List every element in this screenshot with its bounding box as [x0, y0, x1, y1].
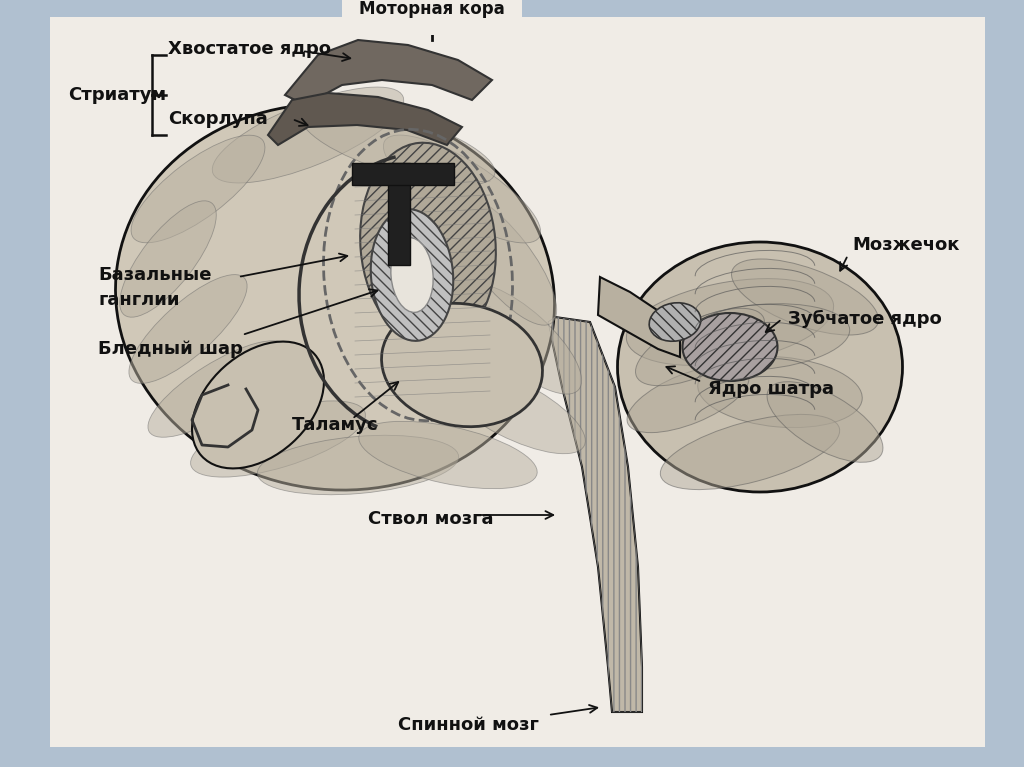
Ellipse shape [371, 209, 454, 341]
Ellipse shape [731, 259, 879, 335]
Polygon shape [285, 40, 492, 105]
Text: Бледный шар: Бледный шар [98, 340, 243, 358]
Bar [388, 163, 410, 265]
Text: Скорлупа: Скорлупа [168, 110, 267, 128]
Ellipse shape [697, 357, 862, 427]
Ellipse shape [617, 242, 902, 492]
Ellipse shape [190, 401, 366, 477]
Text: Моторная кора: Моторная кора [359, 0, 505, 18]
Text: Базальные: Базальные [98, 266, 212, 284]
Ellipse shape [147, 341, 288, 437]
Ellipse shape [447, 193, 557, 325]
Ellipse shape [391, 238, 433, 312]
Ellipse shape [193, 341, 324, 469]
Polygon shape [548, 317, 642, 712]
Text: Ядро шатра: Ядро шатра [708, 380, 834, 398]
Text: Зубчатое ядро: Зубчатое ядро [788, 310, 942, 328]
Text: Хвостатое ядро: Хвостатое ядро [168, 40, 331, 58]
Ellipse shape [463, 284, 582, 394]
Text: Спинной мозг: Спинной мозг [397, 716, 539, 734]
Polygon shape [598, 277, 680, 357]
Ellipse shape [360, 143, 496, 347]
Polygon shape [268, 93, 462, 145]
Ellipse shape [438, 364, 586, 454]
Text: Таламус: Таламус [292, 416, 379, 434]
Ellipse shape [257, 436, 459, 495]
Ellipse shape [683, 313, 777, 381]
Text: ганглии: ганглии [98, 291, 179, 309]
Ellipse shape [131, 135, 265, 243]
Ellipse shape [649, 303, 700, 341]
Ellipse shape [358, 421, 538, 489]
Ellipse shape [383, 135, 541, 243]
Bar [352, 163, 454, 185]
Text: Ствол мозга: Ствол мозга [368, 510, 494, 528]
Text: Стриатум: Стриатум [68, 86, 166, 104]
Ellipse shape [627, 278, 834, 365]
Ellipse shape [636, 308, 765, 386]
Ellipse shape [627, 365, 749, 433]
Ellipse shape [660, 414, 840, 489]
Ellipse shape [671, 304, 850, 370]
Ellipse shape [301, 105, 495, 185]
Ellipse shape [120, 201, 216, 318]
Ellipse shape [212, 87, 403, 183]
Ellipse shape [767, 382, 883, 463]
Ellipse shape [382, 303, 543, 426]
Text: Мозжечок: Мозжечок [852, 236, 959, 254]
Ellipse shape [129, 275, 247, 384]
Ellipse shape [116, 104, 555, 490]
